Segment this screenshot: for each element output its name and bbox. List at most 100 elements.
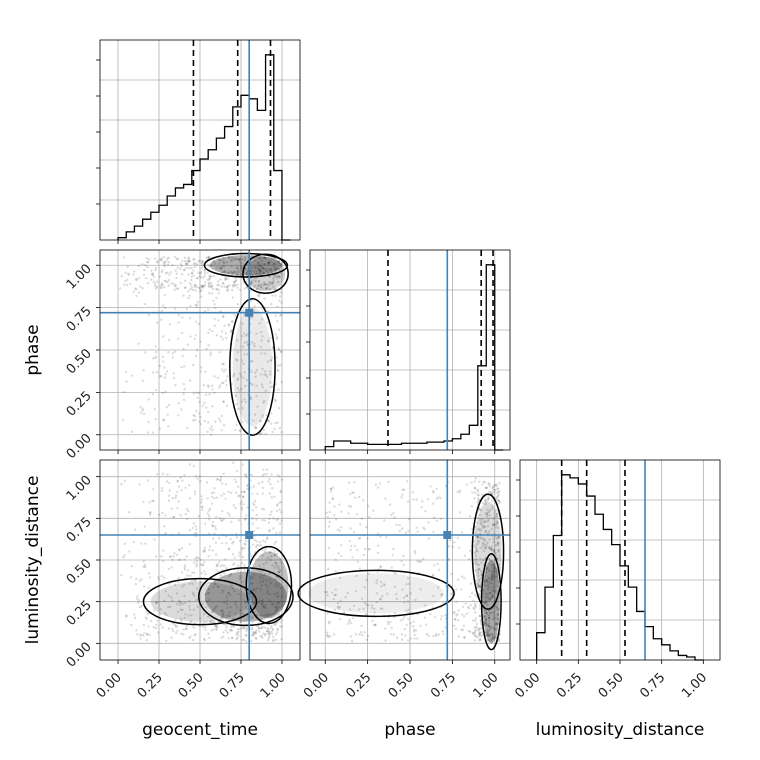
sample-point: [492, 637, 495, 640]
sample-point: [170, 636, 173, 639]
sample-point: [225, 623, 228, 626]
sample-point: [273, 495, 276, 498]
sample-point: [274, 612, 277, 615]
sample-point: [334, 570, 337, 573]
sample-point: [232, 503, 235, 507]
sample-point: [359, 523, 362, 526]
sample-point: [261, 367, 264, 371]
sample-point: [189, 621, 192, 624]
sample-point: [363, 586, 366, 589]
sample-point: [441, 629, 444, 633]
sample-point: [141, 379, 144, 382]
sample-point: [497, 617, 500, 620]
sample-point: [358, 567, 362, 570]
sample-point: [256, 266, 260, 270]
sample-point: [137, 291, 141, 294]
sample-point: [494, 590, 497, 593]
sample-point: [488, 634, 491, 637]
sample-point: [268, 281, 271, 284]
sample-point: [206, 271, 209, 274]
sample-point: [203, 401, 206, 405]
sample-point: [120, 274, 123, 278]
sample-point: [210, 275, 213, 278]
sample-point: [485, 543, 488, 546]
sample-point: [487, 518, 490, 521]
sample-point: [187, 569, 190, 572]
sample-point: [260, 602, 263, 606]
sample-point: [211, 549, 214, 552]
sample-point: [222, 472, 225, 476]
sample-point: [236, 286, 239, 289]
sample-point: [167, 499, 171, 502]
sample-point: [183, 473, 186, 477]
sample-point: [273, 428, 276, 431]
sample-point: [175, 553, 179, 557]
sample-point: [273, 262, 277, 265]
sample-point: [182, 392, 185, 395]
sample-point: [262, 266, 265, 270]
sample-point: [263, 606, 266, 609]
sample-point: [263, 399, 266, 403]
sample-point: [486, 630, 490, 633]
sample-point: [191, 526, 194, 530]
sample-point: [252, 632, 256, 636]
sample-point: [210, 495, 214, 499]
sample-point: [401, 488, 404, 492]
sample-point: [258, 564, 261, 567]
sample-point: [478, 607, 482, 610]
sample-point: [325, 631, 329, 634]
sample-point: [218, 266, 221, 270]
sample-point: [407, 611, 410, 614]
sample-point: [188, 294, 191, 297]
sample-point: [488, 597, 491, 601]
sample-point: [210, 492, 214, 495]
sample-point: [199, 366, 203, 369]
sample-point: [485, 611, 489, 614]
sample-point: [198, 400, 201, 403]
sample-point: [192, 579, 195, 582]
sample-point: [488, 557, 491, 561]
sample-point: [204, 593, 208, 596]
sample-point: [138, 634, 142, 637]
sample-point: [222, 282, 225, 286]
sample-point: [214, 525, 217, 528]
sample-point: [161, 626, 164, 629]
sample-point: [497, 490, 500, 494]
sample-point: [405, 623, 408, 627]
sample-point: [163, 525, 166, 528]
sample-point: [185, 625, 189, 628]
sample-point: [166, 263, 170, 266]
sample-point: [255, 544, 259, 547]
sample-point: [363, 631, 366, 634]
sample-point: [217, 386, 221, 389]
sample-point: [185, 262, 188, 266]
sample-point: [217, 585, 220, 588]
sample-point: [170, 596, 173, 599]
sample-point: [227, 592, 231, 595]
sample-point: [486, 631, 489, 634]
sample-point: [267, 261, 271, 264]
sample-point: [250, 639, 253, 643]
sample-point: [154, 555, 158, 558]
sample-point: [215, 628, 218, 632]
sample-point: [193, 265, 197, 269]
sample-point: [485, 634, 488, 637]
sample-point: [208, 277, 211, 280]
sample-point: [203, 283, 206, 287]
sample-point: [188, 605, 191, 608]
sample-point: [258, 600, 261, 603]
sample-point: [216, 376, 220, 379]
y-tick-label: 0.25: [64, 389, 95, 420]
sample-point: [492, 550, 495, 553]
sample-point: [276, 607, 279, 610]
sample-point: [169, 605, 172, 609]
sample-point: [462, 624, 466, 627]
sample-point: [158, 375, 162, 378]
sample-point: [225, 285, 229, 288]
sample-point: [265, 561, 268, 564]
sample-point: [427, 634, 430, 637]
sample-point: [356, 548, 359, 552]
sample-point: [208, 278, 211, 281]
sample-point: [263, 626, 267, 630]
sample-point: [274, 623, 277, 627]
